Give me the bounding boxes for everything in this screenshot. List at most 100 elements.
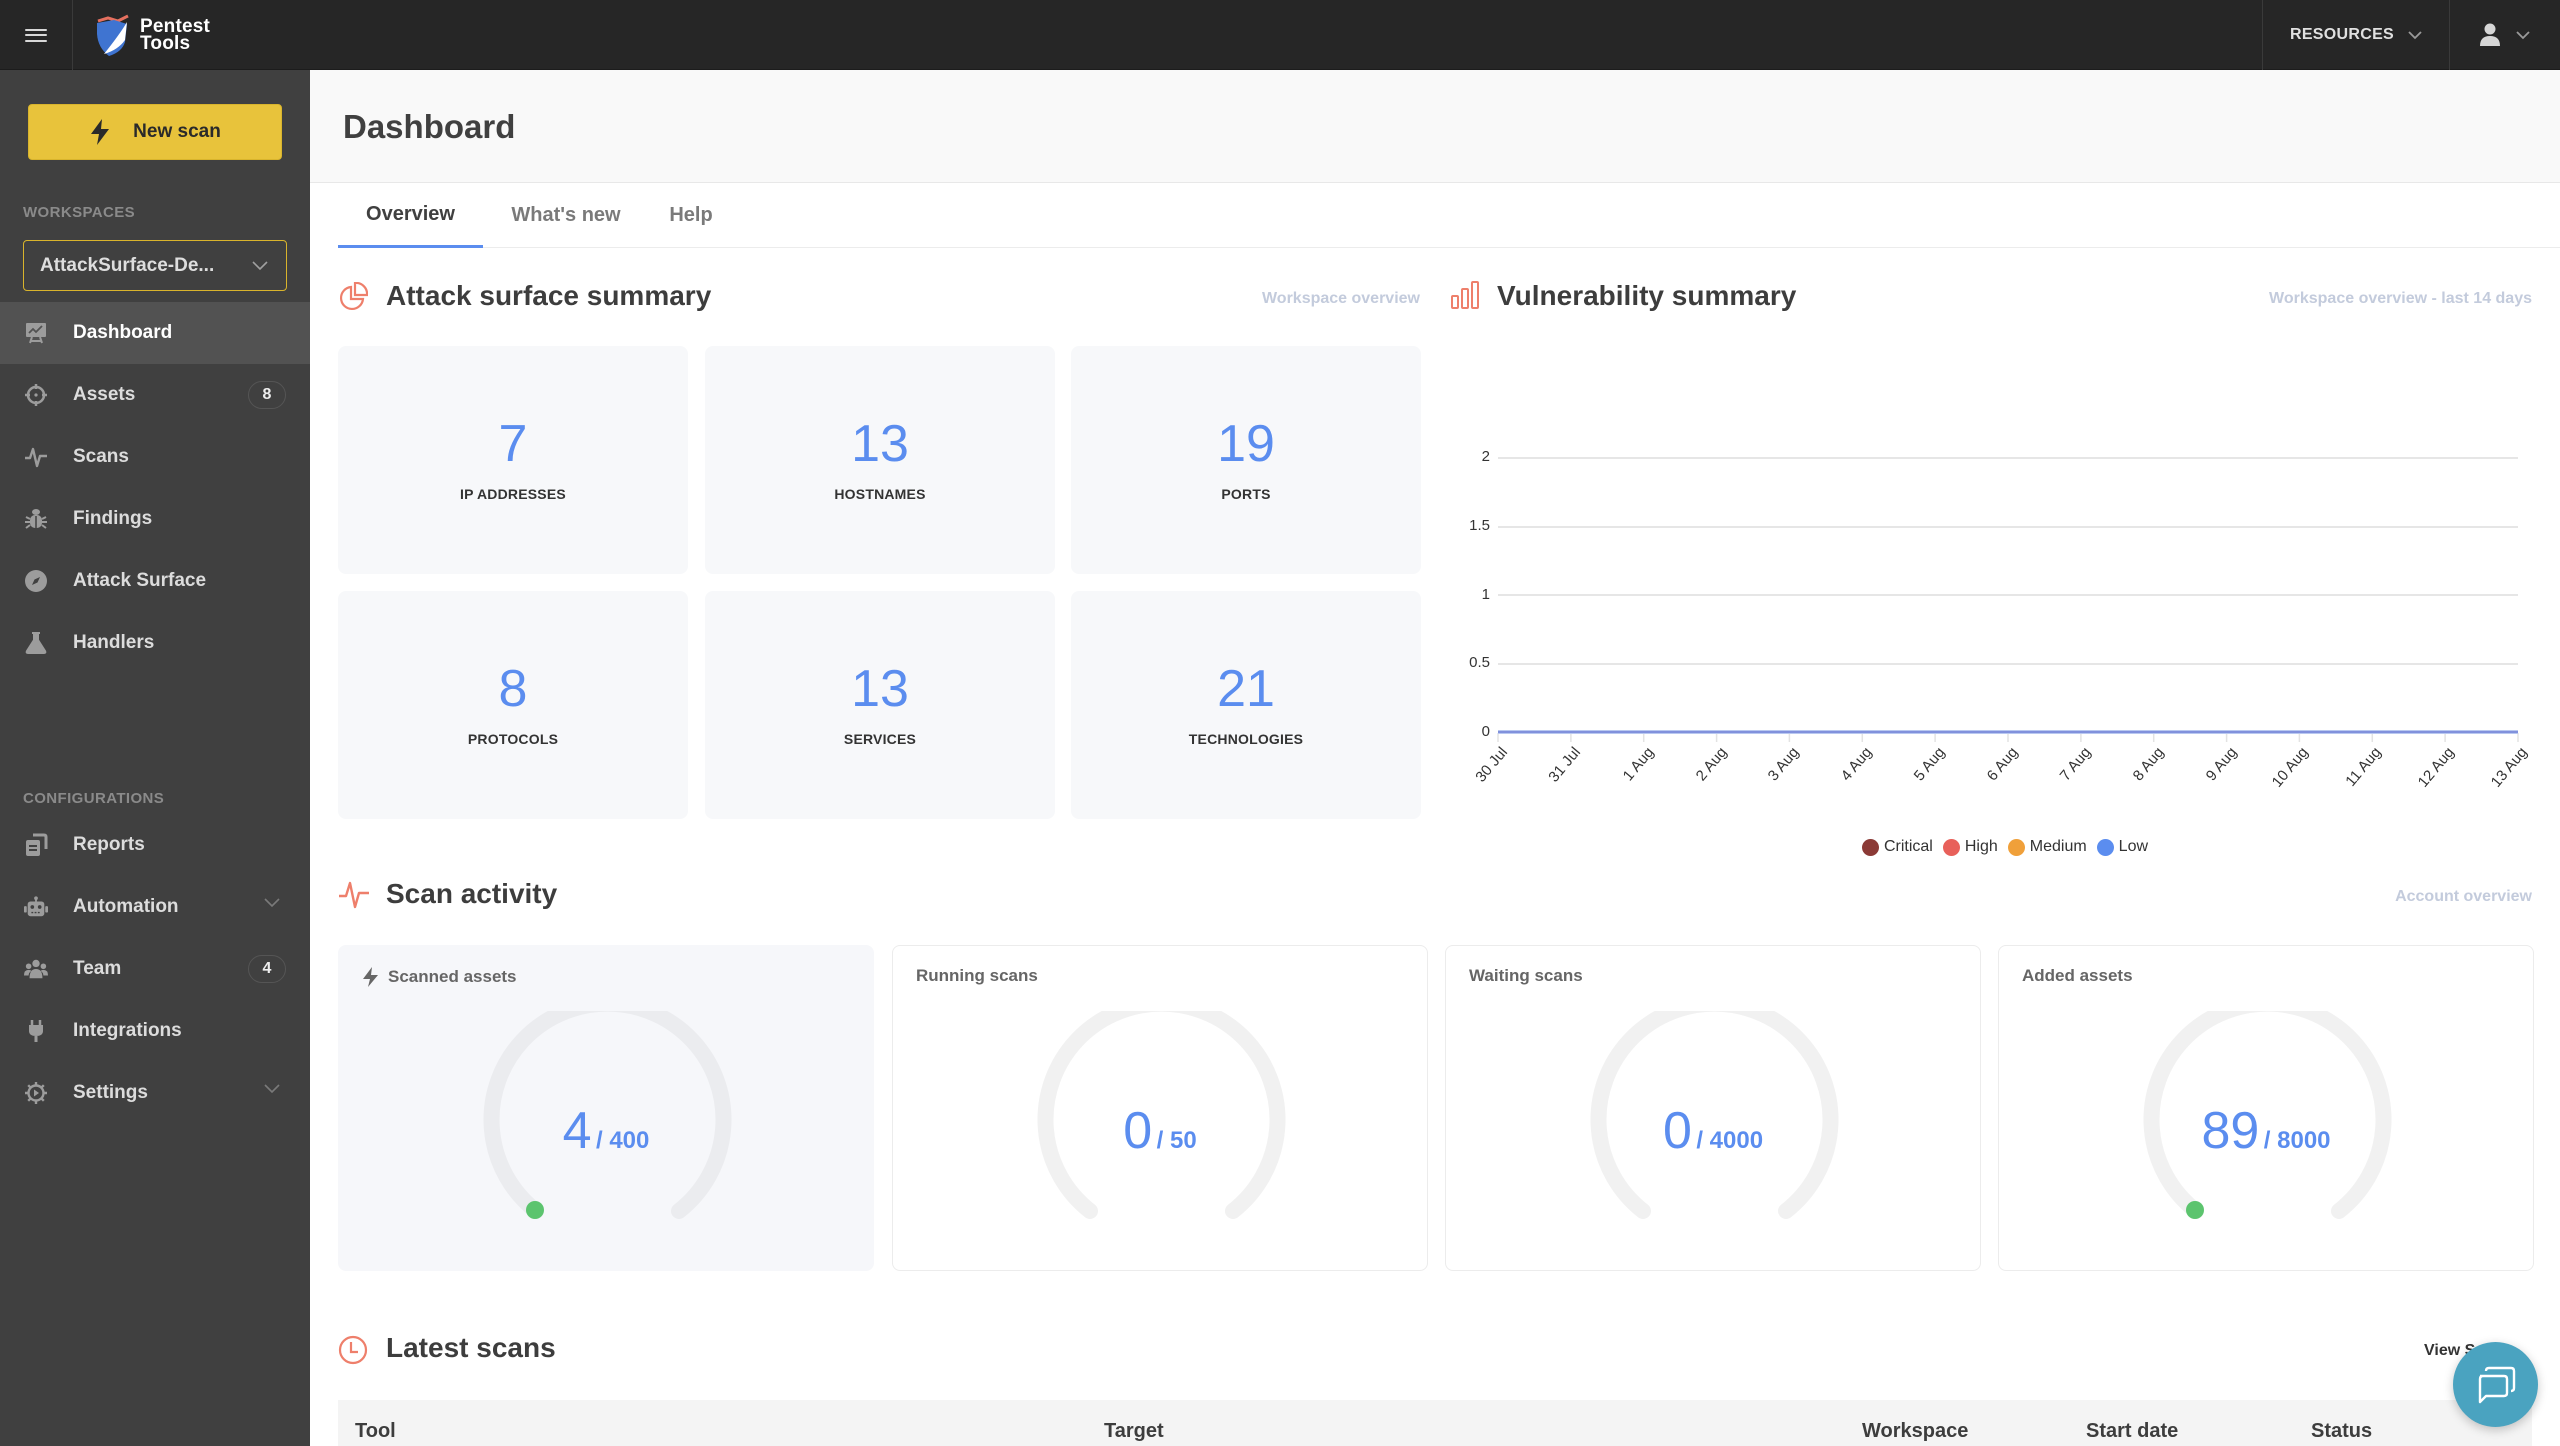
- stat-card-services[interactable]: 13 SERVICES: [705, 591, 1055, 819]
- team-icon: [24, 957, 48, 981]
- column-header-status[interactable]: Status: [2311, 1420, 2373, 1442]
- main-content: Dashboard Overview What's new Help Attac…: [310, 70, 2560, 1446]
- gauge-value: 0 / 50: [893, 1101, 1427, 1161]
- legend-item-critical[interactable]: Critical: [1861, 838, 1933, 856]
- top-bar: Pentest Tools RESOURCES: [0, 0, 2560, 70]
- latest-scans-table-header: Tool Target Workspace Start date Status: [338, 1400, 2532, 1446]
- account-overview-link[interactable]: Account overview: [2395, 888, 2532, 905]
- gauge-max: / 50: [1156, 1127, 1197, 1154]
- gauge-value: 4 / 400: [339, 1101, 873, 1161]
- legend-dot-icon: [1861, 838, 1879, 856]
- new-scan-button[interactable]: New scan: [28, 104, 282, 160]
- sidebar-item-dashboard[interactable]: Dashboard: [0, 302, 310, 364]
- sidebar-item-team[interactable]: Team 4: [0, 938, 310, 1000]
- column-header-workspace[interactable]: Workspace: [1862, 1420, 1969, 1442]
- legend-label: Medium: [2029, 838, 2087, 855]
- resources-label: RESOURCES: [2289, 26, 2395, 43]
- lightning-icon: [91, 119, 110, 145]
- legend-item-low[interactable]: Low: [2096, 838, 2149, 856]
- stat-card-ip-addresses[interactable]: 7 IP ADDRESSES: [338, 346, 688, 574]
- legend-dot-icon: [2007, 838, 2025, 856]
- sidebar-item-findings[interactable]: Findings: [0, 488, 310, 550]
- sidebar-item-label: Attack Surface: [73, 570, 207, 591]
- resources-menu[interactable]: RESOURCES: [2262, 0, 2450, 70]
- scan-card-title-text: Added assets: [2022, 966, 2133, 985]
- stat-card-technologies[interactable]: 21 TECHNOLOGIES: [1071, 591, 1421, 819]
- y-tick: 2: [1481, 448, 1490, 465]
- chat-support-button[interactable]: [2453, 1342, 2538, 1427]
- sidebar-item-label: Integrations: [73, 1020, 182, 1041]
- tab-bar: Overview What's new Help: [338, 183, 2560, 248]
- y-tick: 0: [1481, 723, 1490, 740]
- sidebar-item-scans[interactable]: Scans: [0, 426, 310, 488]
- sidebar-item-handlers[interactable]: Handlers: [0, 612, 310, 674]
- view-scans-link[interactable]: View S: [2424, 1342, 2476, 1359]
- menu-toggle-button[interactable]: [0, 0, 73, 70]
- sidebar-item-label: Reports: [73, 834, 145, 855]
- y-tick: 0.5: [1469, 654, 1490, 671]
- pie-chart-icon: [339, 282, 368, 311]
- scan-card-title-text: Waiting scans: [1469, 966, 1583, 985]
- sidebar-item-label: Automation: [73, 896, 179, 917]
- bar-chart-icon: [1451, 281, 1479, 309]
- compass-icon: [24, 569, 48, 593]
- sidebar-item-settings[interactable]: Settings: [0, 1062, 310, 1124]
- gauge-value: 89 / 8000: [1999, 1101, 2533, 1161]
- column-header-start-date[interactable]: Start date: [2086, 1420, 2179, 1442]
- legend-label: Low: [2118, 838, 2149, 855]
- gauge-arc: [1037, 1011, 1286, 1219]
- sidebar-item-integrations[interactable]: Integrations: [0, 1000, 310, 1062]
- sidebar-item-reports[interactable]: Reports: [0, 814, 310, 876]
- legend-label: Critical: [1883, 838, 1933, 855]
- scanned-assets-card: Scanned assets 4 / 400: [338, 945, 874, 1271]
- stat-value: 19: [1217, 415, 1275, 473]
- chevron-down-icon[interactable]: [264, 898, 280, 908]
- workspace-selected-value: AttackSurface-De...: [40, 254, 215, 276]
- page-header: Dashboard: [310, 70, 2560, 183]
- legend-item-high[interactable]: High: [1942, 838, 1998, 856]
- sidebar-item-label: Handlers: [73, 632, 155, 653]
- plug-icon: [24, 1019, 48, 1043]
- gauge-current: 0: [1123, 1102, 1153, 1160]
- stat-card-protocols[interactable]: 8 PROTOCOLS: [338, 591, 688, 819]
- sidebar-item-assets[interactable]: Assets 8: [0, 364, 310, 426]
- workspace-select[interactable]: AttackSurface-De...: [23, 240, 287, 291]
- gauge-arc: [483, 1011, 732, 1219]
- stat-value: 13: [851, 415, 909, 473]
- brand-logo[interactable]: Pentest Tools: [94, 12, 210, 58]
- gauge-value: 0 / 4000: [1446, 1101, 1980, 1161]
- stat-value: 21: [1217, 660, 1275, 718]
- gauge-arc: [1590, 1011, 1839, 1219]
- lightning-icon: [363, 967, 378, 987]
- legend-item-medium[interactable]: Medium: [2007, 838, 2087, 856]
- legend-dot-icon: [1942, 838, 1960, 856]
- tab-overview[interactable]: Overview: [338, 183, 483, 248]
- sidebar-item-automation[interactable]: Automation: [0, 876, 310, 938]
- y-tick: 1: [1481, 586, 1490, 603]
- sidebar-item-label: Findings: [73, 508, 153, 529]
- user-menu[interactable]: [2450, 0, 2560, 70]
- latest-scans-title: Latest scans: [386, 1332, 556, 1363]
- reports-icon: [24, 833, 48, 857]
- scan-card-title: Scanned assets: [362, 966, 517, 988]
- chevron-down-icon[interactable]: [264, 1084, 280, 1094]
- stat-label: HOSTNAMES: [834, 486, 926, 502]
- stat-card-ports[interactable]: 19 PORTS: [1071, 346, 1421, 574]
- column-header-tool[interactable]: Tool: [355, 1420, 396, 1442]
- column-header-target[interactable]: Target: [1104, 1420, 1164, 1442]
- tab-whats-new[interactable]: What's new: [511, 204, 621, 226]
- stat-label: TECHNOLOGIES: [1188, 731, 1304, 747]
- sidebar-item-label: Dashboard: [73, 322, 173, 343]
- tab-help[interactable]: Help: [669, 204, 713, 226]
- flask-icon: [24, 631, 48, 655]
- team-count-badge: 4: [248, 955, 286, 983]
- stat-card-hostnames[interactable]: 13 HOSTNAMES: [705, 346, 1055, 574]
- sidebar: New scan WORKSPACES AttackSurface-De... …: [0, 70, 310, 1446]
- workspaces-heading: WORKSPACES: [23, 204, 136, 221]
- sidebar-item-attack-surface[interactable]: Attack Surface: [0, 550, 310, 612]
- workspace-overview-14-days-link[interactable]: Workspace overview - last 14 days: [2269, 290, 2532, 307]
- robot-icon: [24, 895, 48, 919]
- vulnerability-line-chart: 2 1.5 1 0.5 0 30 Jul 31 Jul 1 Aug 2 Aug …: [1450, 350, 2560, 890]
- workspace-overview-link[interactable]: Workspace overview: [1261, 290, 1420, 307]
- sidebar-item-label: Team: [73, 958, 122, 979]
